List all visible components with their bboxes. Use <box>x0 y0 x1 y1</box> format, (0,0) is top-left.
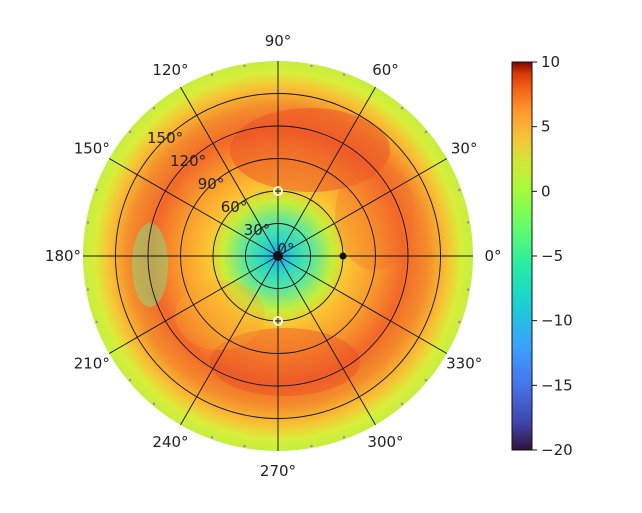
radial-tick-label: 60° <box>221 198 248 216</box>
marker-filled <box>339 252 347 260</box>
grid-spoke-300 <box>277 255 376 426</box>
markers <box>86 64 470 448</box>
angle-tick-label: 120° <box>152 61 188 79</box>
rim-dot <box>466 288 470 291</box>
rim-dot <box>128 130 132 134</box>
grid-spoke-210 <box>108 255 279 354</box>
rim-dot <box>128 378 132 382</box>
radial-tick-labels: 30° 60° 90° 120° 150° 0° <box>147 129 294 258</box>
rim-dot <box>210 73 214 76</box>
colorbar-tick-label: −15 <box>541 376 573 394</box>
grid-spoke-240 <box>180 255 279 426</box>
colorbar-tick-label: 0 <box>541 182 551 200</box>
radial-origin-label: 0° <box>277 240 294 258</box>
radial-tick-label: 30° <box>244 221 271 239</box>
grid-spoke-330 <box>277 255 448 354</box>
grid-spoke-60 <box>277 86 376 257</box>
angle-tick-label: 150° <box>74 140 110 158</box>
rim-dot <box>243 64 246 68</box>
colorbar-ticks: 10 5 0 −5 −10 −15 −20 <box>532 53 573 459</box>
rim-dot <box>458 188 461 192</box>
grid-spoke-30 <box>277 158 448 257</box>
colorbar-tick-label: 10 <box>541 53 560 71</box>
rim-dot <box>86 221 90 224</box>
marker-filled <box>273 251 283 261</box>
rim-dot <box>310 444 313 448</box>
radial-tick-label: 90° <box>198 175 225 193</box>
angle-tick-label: 30° <box>451 140 478 158</box>
angle-tick-label: 330° <box>446 355 482 373</box>
angle-tick-labels: 0° 30° 60° 90° 120° 150° 180° 210° 240° 270° 300° 3… <box>45 32 502 480</box>
marker-open-circle <box>273 316 283 326</box>
rim-dot <box>95 320 98 324</box>
angle-tick-label: 60° <box>372 61 399 79</box>
marker-open-circle <box>273 186 283 196</box>
polar-grid <box>83 61 473 451</box>
colorbar-tick-label: −5 <box>541 247 563 265</box>
radial-tick-label: 120° <box>170 152 206 170</box>
rim-dot <box>400 402 404 406</box>
angle-tick-label: 210° <box>74 355 110 373</box>
angle-tick-label: 270° <box>260 462 296 480</box>
angle-tick-label: 240° <box>152 433 188 451</box>
angle-tick-label: 0° <box>484 247 501 265</box>
rim-dot <box>466 221 470 224</box>
colorbar-tick-label: −20 <box>541 441 573 459</box>
rim-dot <box>86 288 90 291</box>
angle-tick-label: 180° <box>45 247 81 265</box>
grid-spoke-120 <box>180 86 279 257</box>
rim-dot <box>243 444 246 448</box>
rim-dot <box>310 64 313 68</box>
radial-tick-label: 150° <box>147 129 183 147</box>
rim-dot <box>210 436 214 439</box>
rim-dot <box>342 436 346 439</box>
rim-dot <box>458 320 461 324</box>
rim-dot <box>152 106 156 110</box>
angle-tick-label: 300° <box>367 433 403 451</box>
colorbar: 10 5 0 −5 −10 −15 −20 <box>511 53 573 459</box>
rim-dot <box>400 106 404 110</box>
rim-dot <box>152 402 156 406</box>
colorbar-gradient <box>511 61 533 451</box>
colorbar-tick-label: 5 <box>541 118 551 136</box>
angle-tick-label: 90° <box>265 32 292 50</box>
rim-dot <box>95 188 98 192</box>
colorbar-tick-label: −10 <box>541 312 573 330</box>
rim-dot <box>424 130 428 134</box>
grid-spoke-150 <box>108 158 279 257</box>
rim-dot <box>342 73 346 76</box>
rim-dot <box>424 378 428 382</box>
